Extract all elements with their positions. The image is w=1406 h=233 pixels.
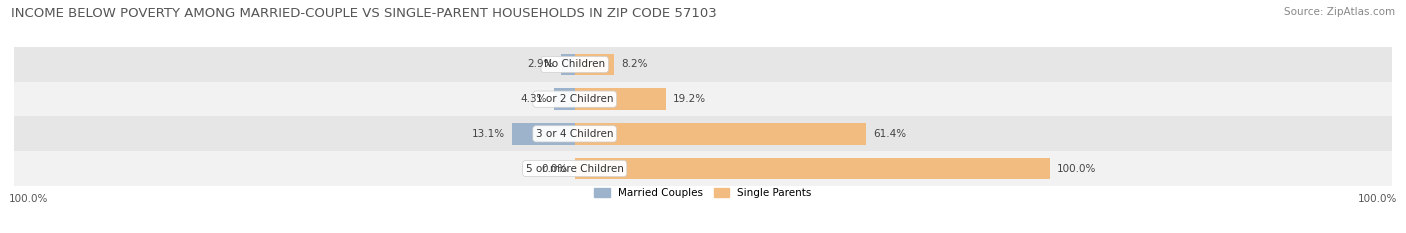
Bar bbox=[561, 54, 575, 75]
Text: 8.2%: 8.2% bbox=[621, 59, 647, 69]
Bar bbox=[554, 88, 575, 110]
Bar bbox=[575, 88, 666, 110]
Text: 5 or more Children: 5 or more Children bbox=[526, 164, 624, 174]
Bar bbox=[575, 158, 1050, 179]
Text: 2.9%: 2.9% bbox=[527, 59, 554, 69]
Bar bbox=[575, 54, 613, 75]
Text: Source: ZipAtlas.com: Source: ZipAtlas.com bbox=[1284, 7, 1395, 17]
Bar bbox=[575, 123, 866, 145]
Text: No Children: No Children bbox=[544, 59, 605, 69]
Bar bbox=[14, 116, 1392, 151]
Bar bbox=[14, 47, 1392, 82]
Text: 13.1%: 13.1% bbox=[472, 129, 505, 139]
Bar bbox=[512, 123, 575, 145]
Text: 100.0%: 100.0% bbox=[1057, 164, 1097, 174]
Text: 3 or 4 Children: 3 or 4 Children bbox=[536, 129, 613, 139]
Text: 4.3%: 4.3% bbox=[520, 94, 547, 104]
Legend: Married Couples, Single Parents: Married Couples, Single Parents bbox=[595, 188, 811, 198]
Text: INCOME BELOW POVERTY AMONG MARRIED-COUPLE VS SINGLE-PARENT HOUSEHOLDS IN ZIP COD: INCOME BELOW POVERTY AMONG MARRIED-COUPL… bbox=[11, 7, 717, 20]
Text: 0.0%: 0.0% bbox=[541, 164, 568, 174]
Bar bbox=[14, 82, 1392, 116]
Text: 19.2%: 19.2% bbox=[673, 94, 706, 104]
Bar bbox=[14, 151, 1392, 186]
Text: 1 or 2 Children: 1 or 2 Children bbox=[536, 94, 613, 104]
Text: 61.4%: 61.4% bbox=[873, 129, 907, 139]
